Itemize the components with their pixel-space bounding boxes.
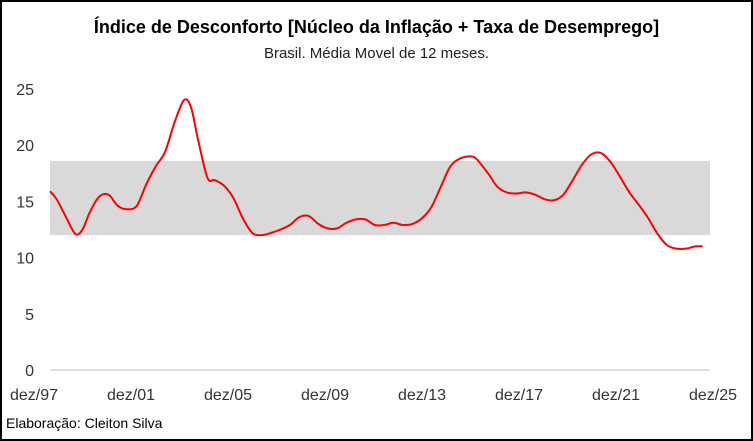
y-tick-label: 0	[25, 363, 34, 380]
series-line-indice-desconforto	[49, 98, 703, 250]
x-tick-label: dez/21	[592, 387, 640, 404]
y-tick-label: 5	[25, 307, 34, 324]
y-tick-label: 15	[16, 194, 34, 211]
x-tick-label: dez/09	[301, 387, 349, 404]
x-tick-label: dez/25	[689, 387, 737, 404]
reference-band	[50, 160, 710, 236]
x-tick-label: dez/01	[107, 387, 155, 404]
x-tick-label: dez/97	[10, 387, 58, 404]
y-tick-label: 20	[16, 138, 34, 155]
y-tick-label: 10	[16, 251, 34, 268]
credit-note: Elaboração: Cleiton Silva	[6, 415, 163, 431]
x-axis-ticks: dez/97 dez/01 dez/05 dez/09 dez/13 dez/17 dez/…	[10, 387, 737, 404]
chart-subtitle: Brasil. Média Movel de 12 meses.	[263, 45, 490, 62]
series-group	[49, 98, 703, 250]
x-tick-label: dez/05	[204, 387, 252, 404]
y-axis-ticks: 0 5 10 15 20 25	[16, 82, 34, 380]
chart-title: Índice de Desconforto [Núcleo da Inflaçã…	[93, 17, 660, 37]
x-tick-label: dez/13	[398, 387, 446, 404]
x-tick-label: dez/17	[495, 387, 543, 404]
y-tick-label: 25	[16, 82, 34, 99]
